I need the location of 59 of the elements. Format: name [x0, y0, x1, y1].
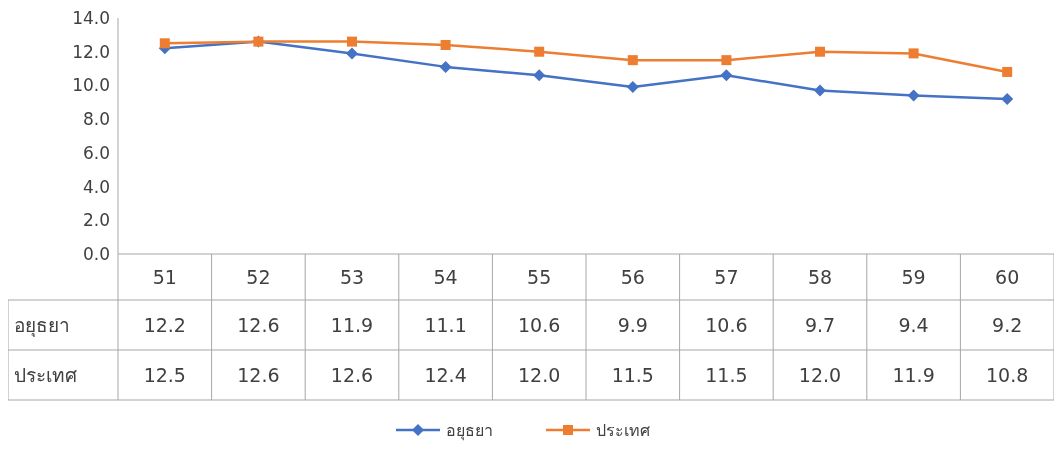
x-tick-label: 53	[339, 265, 365, 288]
x-tick-label: 55	[527, 265, 552, 288]
data-label: 11.1	[424, 313, 467, 336]
data-label: 11.5	[611, 363, 654, 386]
point	[626, 81, 639, 94]
data-label: 12.5	[143, 363, 186, 386]
x-tick-label: 52	[246, 265, 271, 288]
legend-label: ประเทศ	[596, 420, 650, 440]
data-label: 9.7	[804, 313, 836, 336]
y-tick-label: 12.0	[72, 41, 110, 62]
point	[627, 55, 638, 66]
data-label: 10.8	[986, 363, 1029, 386]
point	[533, 69, 546, 82]
data-label: 9.4	[898, 313, 929, 336]
x-tick-label: 57	[714, 265, 739, 288]
data-label: 12.0	[798, 363, 842, 386]
data-label: 11.9	[330, 313, 374, 336]
data-label: 12.0	[518, 363, 561, 386]
data-label: 12.6	[330, 363, 374, 386]
text: ประเทศ	[14, 363, 77, 386]
y-tick-label: 8.0	[82, 109, 110, 130]
point	[721, 55, 732, 66]
data-label: 9.2	[992, 313, 1023, 336]
point	[907, 89, 920, 102]
point	[440, 39, 451, 50]
x-tick-label: 60	[995, 265, 1020, 288]
point	[720, 69, 733, 82]
legend-label: อยุธยา	[446, 420, 493, 441]
x-tick-label: 59	[901, 265, 926, 288]
y-tick-label: 4.0	[82, 176, 110, 197]
point	[814, 84, 826, 97]
point	[159, 38, 170, 49]
point	[347, 36, 357, 47]
data-label: 12.4	[424, 363, 467, 386]
y-tick-label: 10.0	[72, 75, 110, 96]
data-label: 12.6	[237, 313, 280, 336]
point	[908, 48, 919, 59]
x-tick-label: 58	[807, 265, 833, 288]
text: อยุธยา	[14, 313, 70, 336]
point	[1001, 92, 1014, 105]
point	[534, 46, 545, 57]
x-tick-label: 56	[620, 265, 645, 288]
y-tick-label: 14.0	[72, 7, 110, 28]
y-tick-label: 6.0	[82, 142, 110, 163]
data-label: 9.9	[617, 313, 648, 336]
y-tick-label: 0.0	[82, 243, 110, 264]
x-tick-label: 51	[152, 265, 177, 288]
point	[346, 47, 358, 60]
point	[439, 60, 452, 73]
point	[1002, 66, 1013, 77]
data-label: 10.6	[518, 313, 561, 336]
data-label: 11.5	[705, 363, 748, 386]
point	[815, 46, 825, 57]
data-label: 12.6	[237, 363, 280, 386]
data-label: 11.9	[892, 363, 935, 386]
data-label: 10.6	[705, 313, 748, 336]
x-tick-label: 54	[433, 265, 458, 288]
y-tick-label: 2.0	[82, 210, 110, 231]
data-label: 12.2	[143, 313, 186, 336]
